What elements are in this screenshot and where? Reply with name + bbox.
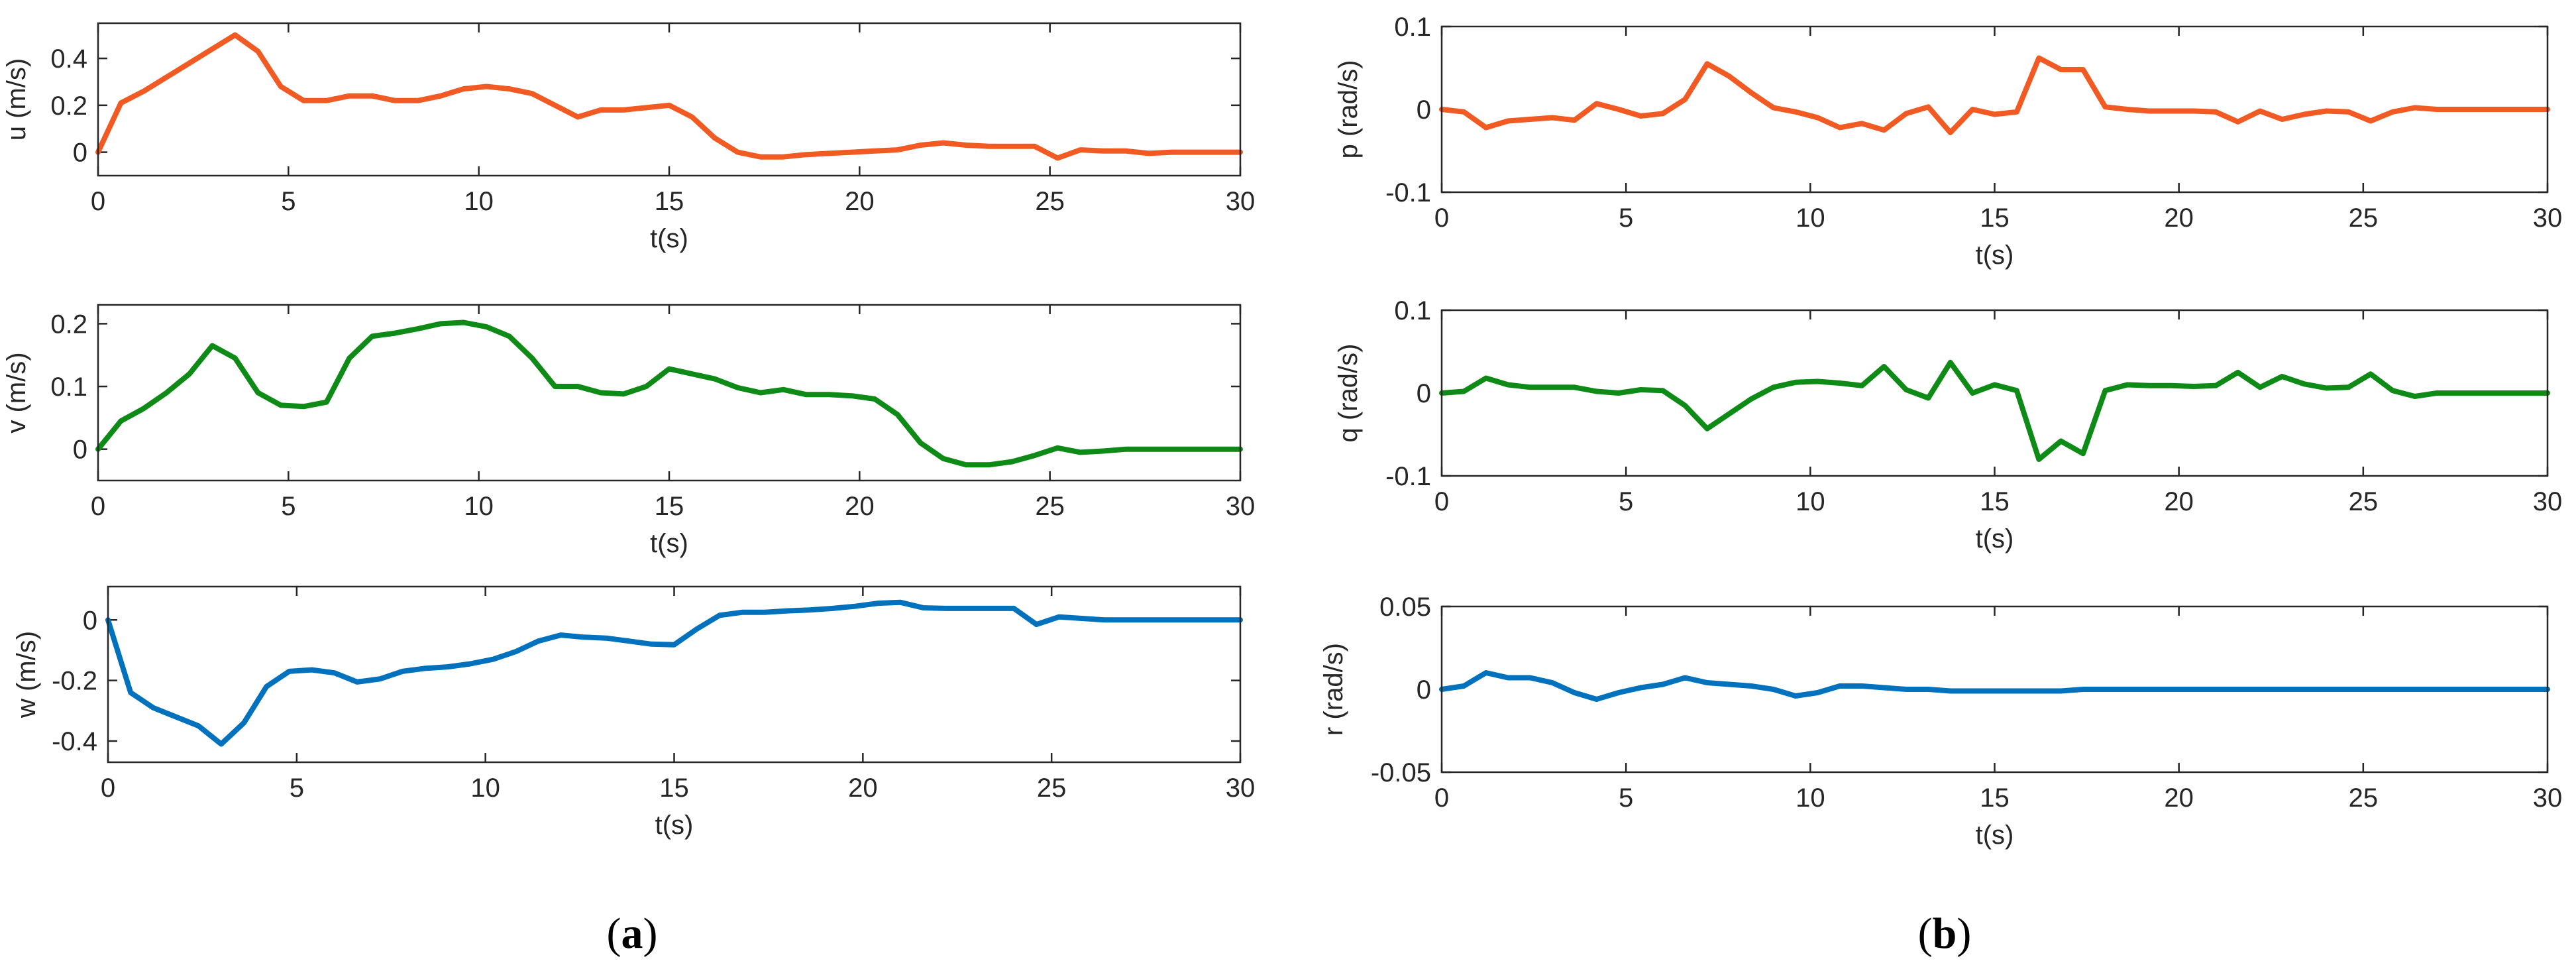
y-tick-label: -0.4 [52,727,97,756]
x-tick-label: 25 [2349,487,2379,516]
series-line-q [1439,359,2550,462]
y-tick-label: 0.4 [50,44,87,74]
plot-w: 0 5 10 15 20 25 30 -0.4 -0.2 0 t(s) w (m/s) [12,585,1256,840]
x-tick-label: 10 [470,774,500,803]
plot-u: 0 5 10 15 20 25 30 0 0.2 0.4 t(s) u (m/s) [2,22,1256,253]
x-tick-label: 15 [1980,203,2010,233]
series-line-p [1439,55,2550,135]
plot-p: 0 5 10 15 20 25 30-0.100.1t(s)p (rad/s) [1334,13,2562,270]
y-tick-label: 0 [73,435,87,465]
x-tick-label: 5 [1619,487,1633,516]
x-tick-label: 30 [2533,203,2563,233]
plots-layer: 0 5 10 15 20 25 30 0 0.2 0.4 t(s) u (m/s) 0 5 10 15 20 25… [2,13,2562,850]
x-tick-label: 5 [1619,203,1633,233]
x-tick-label: 20 [2164,783,2194,813]
x-tick-label: 0 [1434,487,1449,516]
x-axis-label: t(s) [655,811,694,840]
panel-label-b: (b) [1918,909,1972,958]
plot-frame [97,22,1242,177]
y-tick-label: 0.2 [50,310,87,339]
series-line-w [105,599,1243,747]
x-tick-label: 25 [1035,187,1065,216]
x-tick-label: 10 [1796,783,1825,813]
x-tick-label: 10 [1796,487,1825,516]
x-tick-label: 10 [464,187,494,216]
y-axis-label: u (m/s) [2,58,31,141]
y-axis-label: w (m/s) [12,631,41,718]
y-axis-label: p (rad/s) [1334,60,1363,159]
y-tick-label: -0.2 [52,667,97,696]
y-tick-label: 0.1 [50,373,87,402]
plot-frame [107,585,1242,764]
x-tick-label: 5 [281,187,295,216]
x-tick-label: 25 [2349,783,2379,813]
x-tick-label: 15 [1980,487,2010,516]
plot-frame [97,304,1242,482]
x-tick-label: 15 [655,187,684,216]
y-axis-label: q (rad/s) [1334,344,1363,443]
y-tick-label: 0.1 [1394,296,1431,325]
plot-q: 0 5 10 15 20 25 30-0.100.1t(s)q (rad/s) [1334,296,2562,553]
x-tick-label: 30 [1226,492,1256,521]
panel-label-a: (a) [607,909,658,958]
x-axis-label: t(s) [650,224,688,253]
x-tick-label: 30 [2533,487,2563,516]
x-tick-label: 20 [2164,487,2194,516]
x-tick-label: 0 [1434,783,1449,813]
y-tick-label: 0 [83,606,97,635]
x-tick-label: 5 [281,492,295,521]
x-tick-label: 30 [1226,187,1256,216]
x-tick-label: 15 [655,492,684,521]
x-tick-label: 30 [1226,774,1256,803]
x-tick-label: 10 [464,492,494,521]
x-tick-label: 25 [1037,774,1067,803]
x-tick-label: 20 [848,774,878,803]
y-tick-label: 0 [1417,675,1431,705]
y-tick-label: -0.05 [1371,758,1431,787]
y-tick-label: 0.05 [1379,593,1431,622]
plot-frame [1440,25,2549,194]
x-axis-label: t(s) [1976,241,2014,270]
x-tick-label: 20 [2164,203,2194,233]
x-axis-label: t(s) [1976,821,2014,850]
x-tick-label: 0 [101,774,115,803]
x-tick-label: 0 [91,492,105,521]
y-tick-label: 0 [1417,95,1431,125]
x-tick-label: 15 [659,774,689,803]
y-axis-label: r (rad/s) [1319,643,1348,736]
y-axis-label: v (m/s) [2,352,31,433]
x-tick-label: 20 [845,492,875,521]
x-axis-label: t(s) [1976,524,2014,553]
x-tick-label: 0 [1434,203,1449,233]
x-tick-label: 15 [1980,783,2010,813]
plot-v: 0 5 10 15 20 25 30 0 0.1 0.2 t(s) v (m/s) [2,304,1256,558]
series-line-u [95,32,1243,161]
x-tick-label: 0 [91,187,105,216]
series-line-v [95,319,1243,468]
x-axis-label: t(s) [650,529,688,558]
series-line-r [1439,670,2550,702]
x-tick-label: 10 [1796,203,1825,233]
x-tick-label: 20 [845,187,875,216]
y-tick-label: 0.2 [50,91,87,121]
y-tick-label: 0.1 [1394,13,1431,42]
x-tick-label: 5 [1619,783,1633,813]
y-tick-label: 0 [1417,379,1431,408]
plot-frame [1440,309,2549,477]
plot-frame [1440,605,2549,774]
x-tick-label: 25 [2349,203,2379,233]
y-tick-label: 0 [73,139,87,168]
y-tick-label: -0.1 [1385,178,1431,207]
x-tick-label: 25 [1035,492,1065,521]
x-tick-label: 5 [290,774,304,803]
y-tick-label: -0.1 [1385,462,1431,491]
x-tick-label: 30 [2533,783,2563,813]
